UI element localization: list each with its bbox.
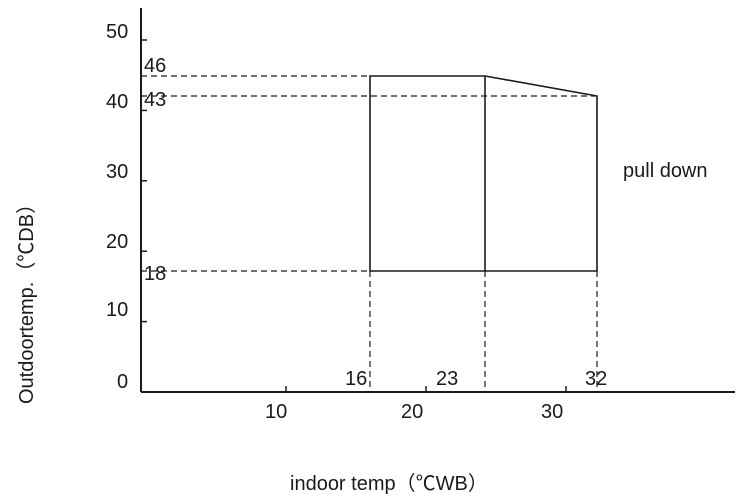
y-tick-label-0: 0 bbox=[117, 371, 128, 393]
y-tick-label-40: 40 bbox=[106, 91, 128, 113]
y-axis-title: Outdoortemp.（℃DB） bbox=[15, 194, 38, 404]
x-axis-tick-marks bbox=[285, 386, 567, 392]
point-label-32: 32 bbox=[585, 368, 607, 390]
y-tick-label-10: 10 bbox=[106, 299, 128, 321]
x-tick-label-30: 30 bbox=[541, 401, 563, 423]
point-label-46: 46 bbox=[144, 55, 166, 77]
point-label-23: 23 bbox=[436, 368, 458, 390]
pull-down-annotation: pull down bbox=[623, 160, 708, 182]
x-tick-label-20: 20 bbox=[401, 401, 423, 423]
point-label-18: 18 bbox=[144, 263, 166, 285]
y-axis-tick-marks bbox=[141, 39, 147, 323]
x-tick-label-10: 10 bbox=[265, 401, 287, 423]
y-tick-label-20: 20 bbox=[106, 231, 128, 253]
y-tick-label-50: 50 bbox=[106, 21, 128, 43]
x-axis-title: indoor temp（℃WB） bbox=[290, 472, 488, 495]
point-label-16: 16 bbox=[345, 368, 367, 390]
point-label-43: 43 bbox=[144, 89, 166, 111]
y-tick-label-30: 30 bbox=[106, 161, 128, 183]
operating-region-outline bbox=[369, 75, 598, 272]
